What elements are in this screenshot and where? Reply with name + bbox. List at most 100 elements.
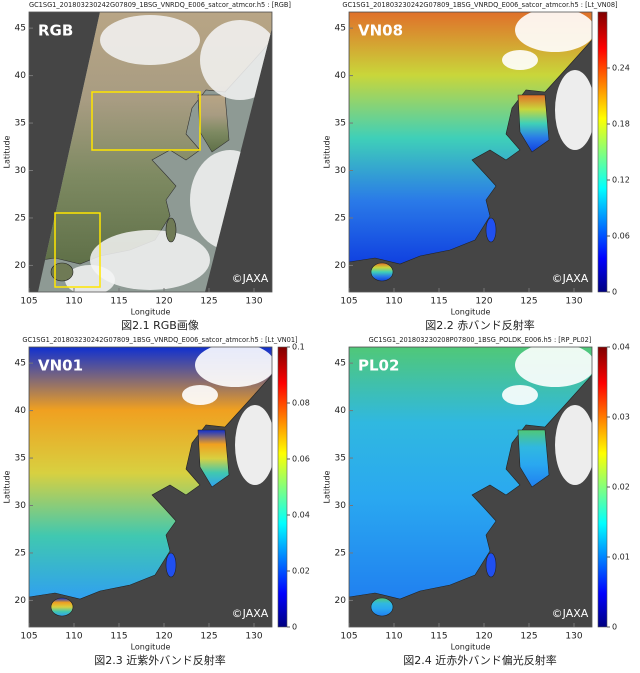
x-tick-label: 120: [475, 297, 492, 307]
land: [197, 429, 230, 488]
y-tick-label: 40: [335, 406, 347, 416]
x-tick-label: 120: [475, 632, 492, 642]
map-panel: GC1SG1_201803230208P07800_1BSG_POLDK_E00…: [323, 336, 630, 667]
x-tick-label: 110: [65, 297, 82, 307]
y-tick-label: 45: [335, 359, 346, 369]
island: [485, 217, 497, 243]
cloud: [195, 347, 272, 387]
credit: ©JAXA: [552, 607, 589, 620]
plot-frame: [28, 11, 273, 293]
island: [370, 262, 394, 282]
cloud: [90, 230, 210, 290]
x-tick-label: 130: [245, 297, 262, 307]
panel-title: GC1SG1_201803230242G07809_1BSG_VNRDQ_E00…: [342, 1, 617, 9]
caption: 図2.4 近赤外バンド偏光反射率: [403, 653, 557, 667]
x-tick-label: 125: [200, 297, 217, 307]
island: [165, 552, 177, 578]
land: [29, 347, 272, 600]
panel-title: GC1SG1_201803230242G07809_1BSG_VNRDQ_E00…: [29, 1, 291, 9]
cloud: [235, 405, 272, 485]
x-tick-label: 130: [245, 632, 262, 642]
band-label: PL02: [358, 357, 399, 375]
colorbar-tick-label: 0.01: [612, 553, 630, 562]
y-tick-label: 20: [335, 596, 347, 606]
plot-frame: [348, 11, 593, 293]
x-axis-label: Longitude: [131, 643, 171, 652]
y-tick-label: 30: [335, 166, 347, 176]
plot-frame: [28, 346, 273, 628]
x-tick-label: 130: [565, 297, 582, 307]
plot-frame: [348, 346, 593, 628]
colorbar-tick-label: 0.02: [612, 483, 630, 492]
colorbar-tick-label: 0: [612, 288, 617, 297]
y-axis-label: Latitude: [3, 135, 12, 168]
map-image: [349, 12, 592, 282]
land: [517, 429, 550, 488]
map-image: [349, 347, 592, 617]
island: [485, 552, 497, 578]
x-tick-label: 120: [155, 297, 172, 307]
colorbar: [277, 346, 288, 628]
island: [165, 217, 177, 243]
x-tick-label: 115: [430, 632, 447, 642]
x-axis-label: Longitude: [451, 308, 491, 317]
y-tick-label: 40: [15, 71, 27, 81]
y-tick-label: 45: [15, 24, 26, 34]
map-image: [29, 347, 272, 617]
x-tick-label: 110: [385, 297, 402, 307]
x-tick-label: 105: [20, 297, 37, 307]
colorbar-tick-label: 0.04: [612, 343, 630, 352]
colorbar-tick-label: 0.04: [292, 511, 310, 520]
y-tick-label: 35: [15, 119, 26, 129]
y-tick-label: 40: [15, 406, 27, 416]
cloud: [502, 385, 538, 405]
y-tick-label: 35: [335, 454, 346, 464]
x-tick-label: 130: [565, 632, 582, 642]
colorbar-tick-label: 0.06: [612, 232, 630, 241]
y-axis-label: Latitude: [323, 470, 332, 503]
colorbar: [597, 346, 608, 628]
cloud: [555, 70, 592, 150]
map-panel: GC1SG1_201803230242G07809_1BSG_VNRDQ_E00…: [3, 1, 292, 332]
x-tick-label: 125: [520, 632, 537, 642]
credit: ©JAXA: [232, 272, 269, 285]
colorbar-tick-label: 0: [612, 623, 617, 632]
y-tick-label: 20: [15, 596, 27, 606]
highlight-box: [91, 91, 201, 151]
y-tick-label: 35: [335, 119, 346, 129]
colorbar-tick-label: 0: [292, 623, 297, 632]
colorbar-tick-label: 0.02: [292, 567, 310, 576]
colorbar: [597, 11, 608, 293]
y-tick-label: 25: [15, 213, 26, 223]
credit: ©JAXA: [232, 607, 269, 620]
cloud: [515, 347, 592, 387]
island: [50, 262, 74, 282]
x-axis-label: Longitude: [451, 643, 491, 652]
land: [349, 347, 592, 600]
band-label: VN01: [38, 357, 83, 375]
x-tick-label: 110: [385, 632, 402, 642]
colorbar-tick-label: 0.24: [612, 64, 630, 73]
y-tick-label: 30: [15, 166, 27, 176]
land: [349, 12, 592, 265]
caption: 図2.3 近紫外バンド反射率: [94, 653, 226, 667]
cloud: [182, 385, 218, 405]
map-panel: GC1SG1_201803230242G07809_1BSG_VNRDQ_E00…: [3, 336, 310, 667]
x-tick-label: 115: [430, 297, 447, 307]
band-label: RGB: [38, 22, 73, 40]
y-tick-label: 35: [15, 454, 26, 464]
y-tick-label: 25: [335, 213, 346, 223]
x-tick-label: 105: [20, 632, 37, 642]
island: [370, 597, 394, 617]
band-label: VN08: [358, 22, 403, 40]
map-panel: GC1SG1_201803230242G07809_1BSG_VNRDQ_E00…: [323, 1, 630, 332]
colorbar-tick-label: 0.08: [292, 399, 310, 408]
island: [50, 597, 74, 617]
x-tick-label: 125: [200, 632, 217, 642]
colorbar-tick-label: 0.12: [612, 176, 630, 185]
y-axis-label: Latitude: [323, 135, 332, 168]
x-tick-label: 105: [340, 297, 357, 307]
panel-title: GC1SG1_201803230242G07809_1BSG_VNRDQ_E00…: [22, 336, 297, 344]
x-tick-label: 115: [110, 297, 127, 307]
